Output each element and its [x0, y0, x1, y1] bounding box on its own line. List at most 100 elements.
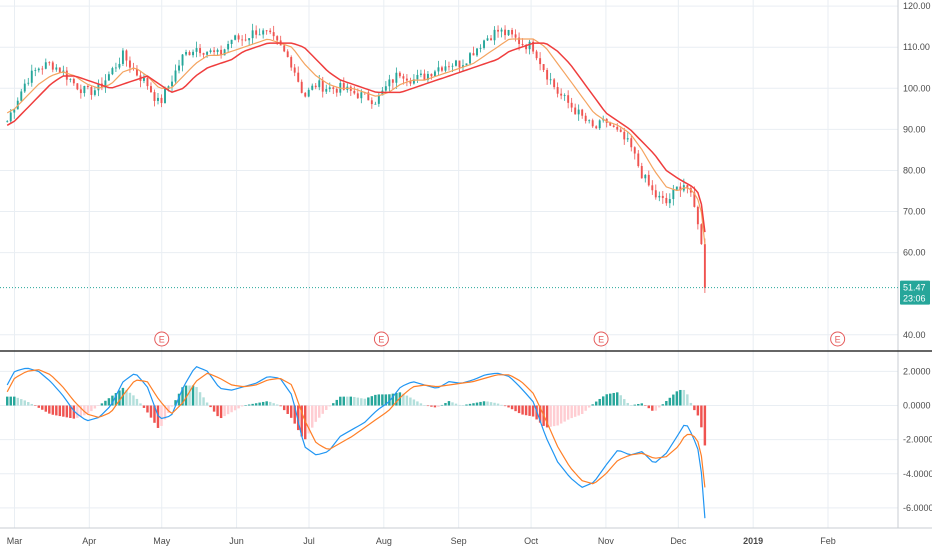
macd-histogram-bar: [356, 397, 360, 406]
macd-histogram-bar: [552, 405, 556, 427]
candle-body: [616, 126, 619, 130]
candle-body: [230, 39, 233, 44]
candle-body: [644, 174, 647, 179]
macd-histogram-bar: [282, 405, 286, 411]
candle-body: [619, 129, 622, 132]
macd-histogram-bar: [342, 396, 346, 406]
candle-body: [679, 186, 682, 191]
candle-body: [370, 100, 373, 105]
candle-body: [535, 51, 538, 59]
candle-body: [48, 62, 51, 64]
macd-histogram-bar: [114, 393, 118, 406]
price-axis[interactable]: 120.00 110.00 100.00 90.00 80.00 70.00 60.00 40…: [903, 1, 931, 340]
macd-histogram-bar: [451, 402, 454, 406]
candle-body: [458, 60, 461, 68]
macd-histogram-bar: [195, 387, 198, 406]
macd-histogram-bar: [321, 405, 324, 414]
macd-histogram-bar: [202, 397, 205, 406]
candle-body: [20, 91, 23, 101]
macd-histogram-bar: [594, 401, 598, 406]
candle-body: [311, 85, 314, 90]
candle-body: [609, 122, 612, 126]
candle-body: [479, 47, 482, 49]
macd-histogram-bar: [479, 401, 482, 406]
macd-histogram-bar: [44, 405, 48, 412]
candle-body: [476, 48, 478, 56]
macd-histogram-bar: [409, 397, 412, 406]
macd-histogram-bar: [226, 405, 230, 415]
macd-histogram-bar: [163, 405, 167, 420]
macd-histogram-bar: [198, 392, 202, 406]
macd-histogram-bar: [475, 402, 479, 406]
candle-body: [262, 30, 265, 35]
macd-histogram-bar: [377, 394, 381, 406]
candle-body: [367, 92, 370, 101]
macd-histogram-bar: [651, 405, 654, 411]
macd-histogram-bar: [216, 405, 219, 417]
price-tick-label: 120.00: [903, 1, 931, 11]
candle-body: [164, 89, 166, 104]
macd-histogram-bar: [381, 394, 384, 406]
macd-panel[interactable]: [6, 365, 707, 519]
candle-body: [560, 93, 563, 96]
time-axis[interactable]: Mar Apr May Jun Jul Aug Sep Oct Nov Dec 2019 Feb: [7, 536, 836, 546]
macd-histogram-bar: [440, 404, 444, 406]
candle-body: [405, 78, 408, 81]
candle-body: [395, 72, 398, 83]
candle-body: [121, 50, 124, 64]
time-tick-label: Jul: [303, 536, 315, 546]
candle-body: [633, 147, 636, 154]
candle-body: [630, 138, 633, 148]
earnings-marker[interactable]: E: [830, 331, 846, 347]
earnings-marker-label: E: [835, 335, 841, 345]
time-tick-label: 2019: [743, 536, 763, 546]
macd-histogram-bar: [689, 402, 693, 406]
candle-body: [318, 80, 321, 88]
candle-body: [150, 86, 152, 93]
candle-body: [437, 67, 440, 72]
candle-body: [107, 74, 110, 81]
earnings-marker[interactable]: E: [154, 331, 170, 347]
candle-body: [72, 78, 75, 84]
candle-body: [640, 166, 643, 179]
macd-histogram-bar: [325, 405, 328, 410]
candle-body: [304, 92, 307, 97]
candle-body: [504, 29, 507, 36]
candle-body: [553, 79, 556, 88]
macd-histogram-bar: [23, 400, 26, 406]
macd-histogram-bar: [100, 403, 104, 406]
candle-body: [290, 57, 293, 68]
candle-body: [374, 103, 377, 105]
earnings-marker[interactable]: E: [593, 331, 609, 347]
earnings-marker-circle: [830, 331, 846, 347]
macd-histogram-bar: [616, 392, 619, 406]
macd-histogram-bar: [121, 387, 125, 406]
macd-axis[interactable]: 2.0000 0.0000 -2.0000 -4.0000 -6.0000: [903, 366, 932, 513]
candle-body: [384, 86, 387, 91]
candle-body: [598, 120, 601, 129]
candle-body: [563, 95, 566, 97]
macd-histogram-bar: [661, 404, 665, 406]
macd-histogram-bar: [703, 405, 707, 446]
candle-body: [114, 67, 117, 69]
macd-histogram-bar: [296, 405, 300, 431]
macd-tick-label: -2.0000: [903, 435, 932, 445]
macd-histogram-bar: [272, 403, 275, 406]
macd-histogram-bar: [170, 405, 174, 407]
macd-histogram-bar: [577, 405, 580, 416]
macd-histogram-bar: [665, 401, 668, 406]
candle-body: [234, 35, 237, 40]
macd-histogram-bar: [566, 405, 570, 420]
candle-body: [661, 195, 664, 198]
macd-histogram-bar: [601, 396, 605, 406]
candle-body: [556, 87, 559, 94]
earnings-marker[interactable]: E: [373, 331, 389, 347]
macd-histogram-bar: [384, 394, 388, 406]
macd-histogram-bar: [247, 404, 251, 406]
macd-histogram-bar: [517, 405, 521, 414]
macd-histogram-bar: [307, 405, 310, 434]
price-tick-label: 60.00: [903, 248, 926, 258]
